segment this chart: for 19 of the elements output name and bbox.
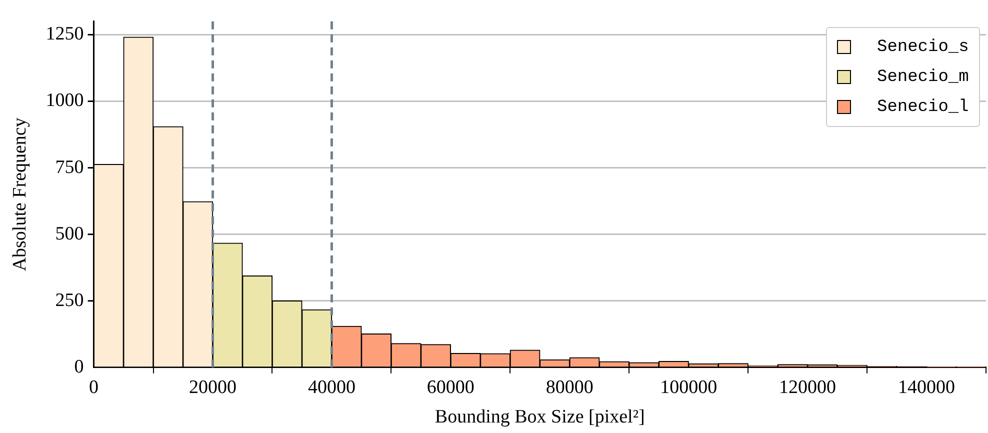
x-tick-label: 100000 xyxy=(660,376,718,398)
legend-label: Senecio_s xyxy=(877,38,969,57)
y-axis-title: Absolute Frequency xyxy=(9,117,30,272)
x-tick-label: 120000 xyxy=(779,376,836,398)
x-axis-title: Bounding Box Size [pixel²] xyxy=(434,406,645,428)
legend-label: Senecio_l xyxy=(877,98,969,117)
x-tick-label: 0 xyxy=(89,376,99,398)
y-tick-label: 750 xyxy=(55,156,84,178)
y-tick-label: 500 xyxy=(55,223,84,244)
x-tick-label: 80000 xyxy=(546,376,594,398)
x-tick-label: 140000 xyxy=(898,376,956,398)
y-tick-label: 0 xyxy=(74,356,84,378)
x-tick-label: 20000 xyxy=(189,376,237,398)
y-tick-label: 1250 xyxy=(46,24,84,45)
x-tick-label: 60000 xyxy=(426,376,474,398)
y-tick-label: 1000 xyxy=(46,90,84,112)
y-tick-label: 250 xyxy=(55,290,84,311)
x-tick-label: 40000 xyxy=(308,376,356,398)
legend-label: Senecio_m xyxy=(877,68,969,87)
